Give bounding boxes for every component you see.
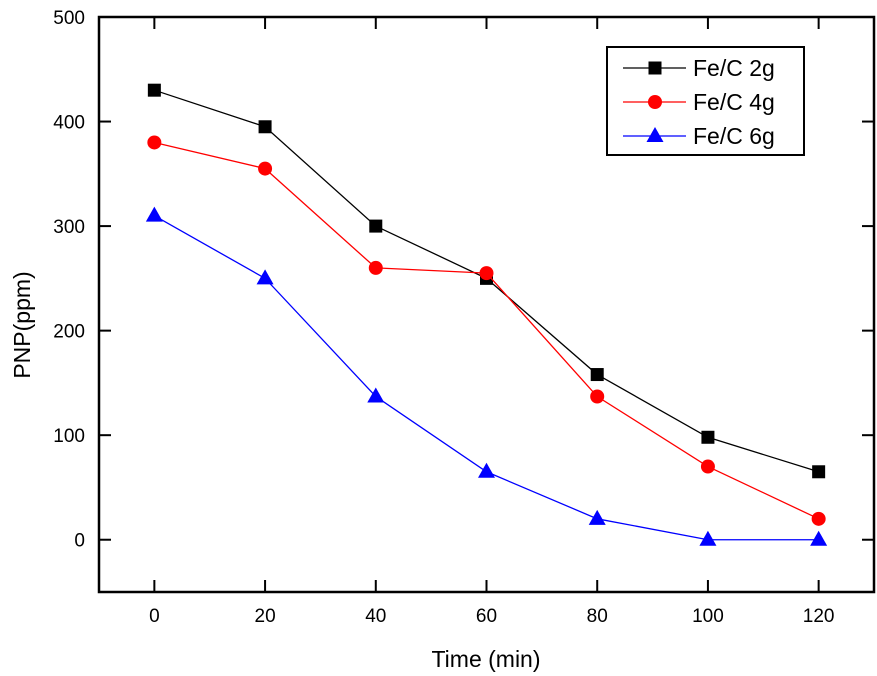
data-point — [699, 530, 717, 546]
series-line — [154, 141, 819, 520]
series-fe-c-6g — [145, 206, 828, 546]
legend-marker — [648, 61, 662, 75]
legend: Fe/C 2g Fe/C 4g Fe/C 6g — [606, 46, 805, 156]
legend-item: Fe/C 6g — [623, 123, 775, 149]
data-point — [145, 206, 163, 222]
data-point — [701, 430, 715, 444]
y-tick-label: 0 — [74, 531, 85, 552]
x-tick-label: 120 — [803, 606, 835, 627]
x-axis-title: Time (min) — [431, 646, 540, 672]
x-axis-ticks: 0 20 40 60 80 100 120 — [149, 17, 834, 627]
legend-item: Fe/C 2g — [623, 55, 775, 81]
x-tick-label: 60 — [476, 606, 497, 627]
series-fe-c-4g — [147, 135, 826, 526]
y-tick-label: 400 — [53, 113, 85, 134]
y-tick-label: 200 — [53, 322, 85, 343]
y-tick-label: 100 — [53, 426, 85, 447]
data-point — [367, 387, 385, 403]
legend-marker — [648, 95, 662, 109]
x-tick-label: 40 — [365, 606, 386, 627]
x-tick-label: 0 — [149, 606, 160, 627]
legend-label: Fe/C 2g — [693, 55, 775, 81]
x-tick-label: 20 — [255, 606, 276, 627]
data-point — [478, 462, 495, 478]
series-layer — [145, 83, 828, 546]
data-point — [369, 219, 383, 233]
x-tick-label: 100 — [692, 606, 724, 627]
y-axis-ticks: 0 100 200 300 400 500 — [53, 8, 874, 552]
y-tick-label: 300 — [53, 217, 85, 238]
legend-label: Fe/C 6g — [693, 123, 775, 149]
data-point — [700, 459, 715, 474]
data-point — [590, 389, 605, 404]
data-point — [811, 511, 826, 526]
legend-marker — [646, 127, 664, 142]
data-point — [258, 161, 273, 176]
data-point — [256, 269, 274, 285]
x-tick-label: 80 — [587, 606, 608, 627]
y-tick-label: 500 — [53, 8, 85, 29]
y-axis-title: PNP(ppm) — [9, 271, 35, 378]
data-point — [368, 260, 383, 275]
data-point — [588, 509, 606, 525]
legend-box — [606, 46, 805, 156]
data-point — [810, 530, 828, 546]
legend-item: Fe/C 4g — [623, 89, 775, 115]
legend-label: Fe/C 4g — [693, 89, 775, 115]
data-point — [147, 135, 162, 150]
data-point — [258, 120, 272, 134]
data-point — [147, 83, 161, 97]
data-point — [812, 465, 826, 479]
series-line — [154, 215, 819, 541]
data-point — [479, 266, 494, 281]
data-point — [590, 368, 604, 382]
